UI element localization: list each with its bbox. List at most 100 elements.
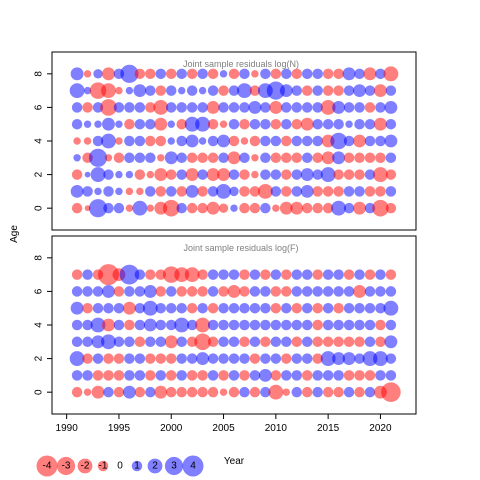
bubble-negative xyxy=(240,137,249,145)
legend-bubble xyxy=(97,460,109,472)
legend-bubble xyxy=(56,456,76,476)
bubble-positive xyxy=(239,152,250,164)
bubble-negative xyxy=(155,135,167,147)
bubble-positive xyxy=(73,154,81,162)
bubble-negative xyxy=(176,118,187,130)
bubble-positive xyxy=(375,370,386,381)
panel-title: Joint sample residuals log(F) xyxy=(183,243,298,253)
bubble-positive xyxy=(353,84,366,98)
bubble-positive xyxy=(124,102,135,113)
bubble-positive xyxy=(364,319,376,331)
bubble-negative xyxy=(291,336,303,348)
bubble-positive xyxy=(113,336,125,348)
bubble-positive xyxy=(301,319,313,331)
bubble-positive xyxy=(260,386,271,398)
bubble-positive xyxy=(207,85,219,96)
bubble-negative xyxy=(113,152,125,164)
legend-label: 4 xyxy=(190,461,196,472)
bubble-positive xyxy=(364,286,376,297)
bubble-negative xyxy=(322,85,334,96)
bubble-positive xyxy=(228,370,240,381)
bubble-negative xyxy=(343,269,355,280)
bubble-positive xyxy=(373,351,388,366)
bubble-positive xyxy=(228,118,240,130)
bubble-positive xyxy=(281,68,292,80)
bubble-positive xyxy=(385,353,397,364)
bubble-positive xyxy=(281,370,292,381)
bubble-negative xyxy=(322,202,334,214)
bubble-negative xyxy=(375,186,386,197)
bubble-positive xyxy=(70,301,84,315)
bubble-negative xyxy=(364,152,376,164)
bubble-positive xyxy=(364,85,376,96)
bubble-negative xyxy=(206,100,220,114)
bubble-negative xyxy=(162,199,180,217)
y-tick-label: 6 xyxy=(34,288,45,294)
bubble-negative xyxy=(197,386,208,398)
bubble-positive xyxy=(145,85,156,96)
bubble-positive xyxy=(101,334,116,350)
bubble-positive xyxy=(176,169,187,180)
bubble-positive xyxy=(291,269,303,280)
bubble-positive xyxy=(132,200,148,216)
bubble-negative xyxy=(157,154,165,162)
bubble-positive xyxy=(167,137,175,145)
bubble-negative xyxy=(381,382,401,402)
bubble-positive xyxy=(385,118,397,130)
bubble-positive xyxy=(343,386,355,398)
bubble-negative xyxy=(194,333,211,351)
bubble-positive xyxy=(343,135,355,147)
bubble-negative xyxy=(217,168,230,182)
bubble-positive xyxy=(165,319,177,331)
bubble-negative xyxy=(125,204,134,212)
bubble-negative xyxy=(124,118,135,130)
bubble-negative xyxy=(301,85,313,96)
bubble-positive xyxy=(101,133,116,149)
bubble-positive xyxy=(145,386,156,398)
bubble-negative xyxy=(374,84,387,98)
bubble-positive xyxy=(103,169,114,180)
bubble-positive xyxy=(92,135,104,147)
bubble-negative xyxy=(136,187,144,196)
bubble-positive xyxy=(385,186,397,197)
bubble-negative xyxy=(364,370,376,381)
bubble-negative xyxy=(219,388,228,396)
bubble-negative xyxy=(207,118,219,130)
bubble-positive xyxy=(258,368,272,382)
bubble-negative xyxy=(227,151,241,165)
bubble-positive xyxy=(103,302,114,314)
bubble-negative xyxy=(290,201,304,215)
bubble-negative xyxy=(115,137,123,145)
bubble-positive xyxy=(343,202,355,214)
bubble-positive xyxy=(281,102,292,113)
bubble-negative xyxy=(364,186,376,197)
bubble-negative xyxy=(321,151,335,165)
bubble-negative xyxy=(134,336,146,348)
x-tick-label: 2010 xyxy=(265,423,288,434)
bubble-negative xyxy=(375,319,386,331)
bubble-positive xyxy=(332,352,346,366)
bubble-positive xyxy=(70,184,84,198)
bubble-positive xyxy=(143,284,157,298)
bubble-negative xyxy=(312,269,323,280)
bubble-positive xyxy=(113,319,125,331)
legend-label: -4 xyxy=(43,461,52,472)
bubble-negative xyxy=(249,186,261,197)
bubble-positive xyxy=(197,68,208,80)
bubble-negative xyxy=(270,152,282,164)
bubble-positive xyxy=(364,386,376,398)
bubble-positive xyxy=(94,187,102,196)
bubble-negative xyxy=(353,201,366,215)
bubble-positive xyxy=(155,336,167,348)
bubble-negative xyxy=(228,68,240,80)
bubble-negative xyxy=(312,319,323,331)
bubble-positive xyxy=(134,370,146,381)
bubble-positive xyxy=(228,85,240,96)
bubble-negative xyxy=(207,336,219,348)
bubble-positive xyxy=(94,120,102,128)
bubble-positive xyxy=(228,319,240,331)
bubble-positive xyxy=(134,269,146,280)
bubble-positive xyxy=(322,302,334,314)
bubble-negative xyxy=(333,169,344,180)
bubble-negative xyxy=(102,67,115,81)
